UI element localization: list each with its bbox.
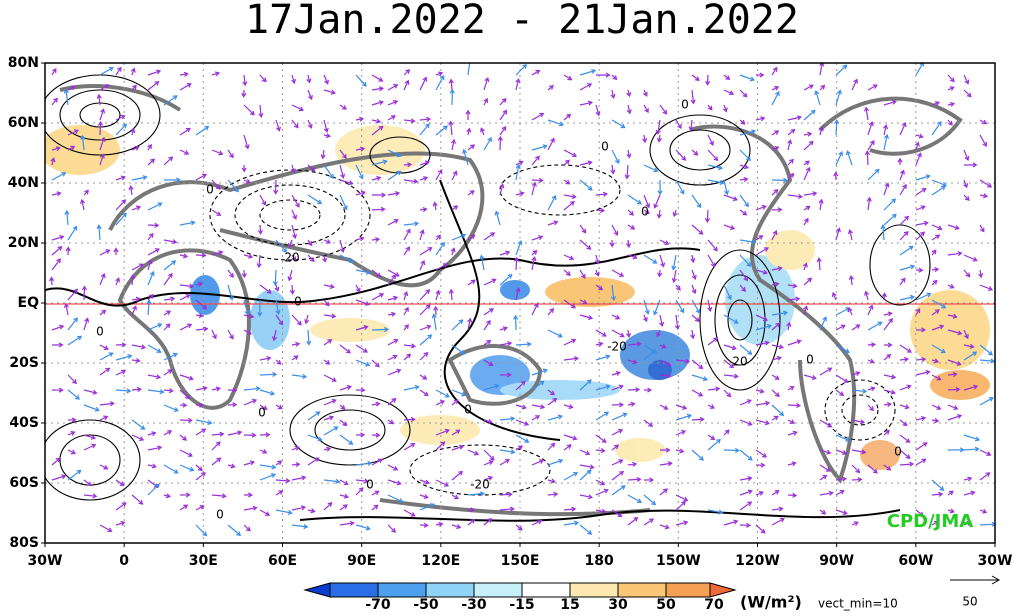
lat-label: 40N bbox=[8, 175, 39, 191]
contour-label: 0 bbox=[806, 353, 814, 367]
colorbar-label: -50 bbox=[413, 597, 439, 612]
contour-label: 0 bbox=[641, 205, 649, 219]
lat-label: 40S bbox=[9, 415, 39, 431]
contour-label: 0 bbox=[681, 98, 689, 112]
wind-vector bbox=[84, 287, 85, 300]
contour-label: 0 bbox=[894, 445, 902, 459]
lon-label: 150W bbox=[656, 553, 701, 569]
colorbar-label: -30 bbox=[461, 597, 487, 612]
colorbar-label: 50 bbox=[656, 597, 676, 612]
colorbar-label: 70 bbox=[704, 597, 724, 612]
colorbar-label: 30 bbox=[608, 597, 628, 612]
lon-label: 30W bbox=[28, 553, 63, 569]
contour-label: 0 bbox=[258, 406, 266, 420]
lat-label: EQ bbox=[18, 295, 40, 311]
contour-label: 0 bbox=[294, 295, 302, 309]
colorbar-label: -70 bbox=[365, 597, 391, 612]
colorbar-labels: -70 -50 -30 -15 15 30 50 70 bbox=[365, 597, 724, 612]
contour-label: 0 bbox=[464, 403, 472, 417]
lat-label: 20S bbox=[9, 355, 39, 371]
contour-label: 0 bbox=[601, 140, 609, 154]
wind-vector bbox=[980, 524, 995, 525]
wind-vector bbox=[260, 374, 276, 375]
contour-label: -20 bbox=[470, 478, 490, 492]
wind-vector bbox=[724, 450, 739, 451]
wind-vector bbox=[836, 120, 837, 135]
wind-vector bbox=[275, 270, 276, 285]
contour-label: 20 bbox=[732, 355, 747, 369]
wind-vector bbox=[100, 122, 101, 135]
lon-label: 180 bbox=[585, 553, 614, 569]
lon-label: 90E bbox=[347, 553, 376, 569]
contour-label: 0 bbox=[366, 478, 374, 492]
colorbar-units: (W/m²) bbox=[740, 593, 802, 612]
lon-label: 30E bbox=[189, 553, 218, 569]
contour-label: 0 bbox=[216, 508, 224, 522]
map-area: CPD/JMA 0 0 20 0 0 0 0 20 0 -20 0 0 0 -20 0 0 bbox=[40, 60, 995, 543]
contour-label: 0 bbox=[96, 325, 104, 339]
lat-label: 60N bbox=[8, 115, 39, 131]
lat-label: 80S bbox=[9, 535, 39, 551]
lon-label: 120W bbox=[735, 553, 780, 569]
lat-label: 80N bbox=[8, 55, 39, 71]
colorbar-label: 15 bbox=[560, 597, 579, 612]
wind-vector bbox=[372, 329, 388, 330]
contour-label: 20 bbox=[284, 251, 299, 265]
lon-label: 120E bbox=[421, 553, 460, 569]
title: 17Jan.2022 - 21Jan.2022 bbox=[245, 0, 799, 43]
contour-label: -20 bbox=[607, 340, 627, 354]
wind-vector bbox=[867, 151, 868, 165]
lon-label: 150E bbox=[501, 553, 540, 569]
lat-label: 20N bbox=[8, 235, 39, 251]
credit: CPD/JMA bbox=[887, 511, 974, 532]
colorbar bbox=[305, 583, 735, 597]
lat-label: 60S bbox=[9, 475, 39, 491]
lon-label: 60W bbox=[898, 553, 933, 569]
vector-note: vect_min=10 bbox=[818, 597, 898, 611]
vector-reference: 50 bbox=[962, 595, 977, 609]
lon-label: 0 bbox=[119, 553, 129, 569]
lon-label: 60E bbox=[268, 553, 297, 569]
lon-label: 90W bbox=[819, 553, 854, 569]
lon-label: 30W bbox=[978, 553, 1013, 569]
contour-label: 0 bbox=[206, 183, 214, 197]
colorbar-label: -15 bbox=[509, 597, 534, 612]
